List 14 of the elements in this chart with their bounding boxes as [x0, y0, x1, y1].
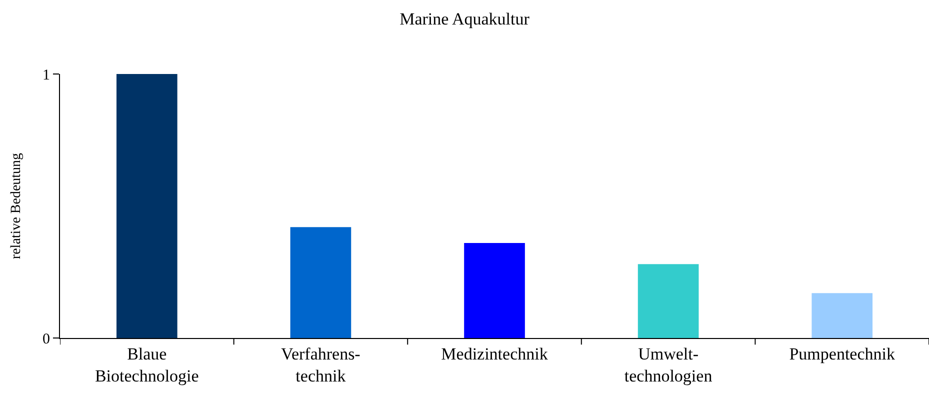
x-tick-label: Pumpentechnik	[789, 344, 896, 364]
x-tick-label: Umwelt- technologien	[624, 344, 713, 386]
bar	[638, 264, 699, 338]
x-tick-label: Medizintechnik	[441, 344, 548, 364]
bar	[116, 74, 178, 338]
y-tick-label: 0	[42, 331, 50, 348]
y-tick-label: 1	[42, 67, 50, 84]
bar	[812, 293, 873, 338]
x-tick-label: Verfahrens- technik	[281, 344, 361, 386]
bar	[290, 227, 352, 338]
chart-title: Marine Aquakultur	[400, 10, 530, 29]
bar	[464, 242, 525, 338]
y-axis-title: relative Bedeutung	[9, 152, 24, 260]
x-tick-label: Blaue Biotechnologie	[94, 344, 199, 386]
